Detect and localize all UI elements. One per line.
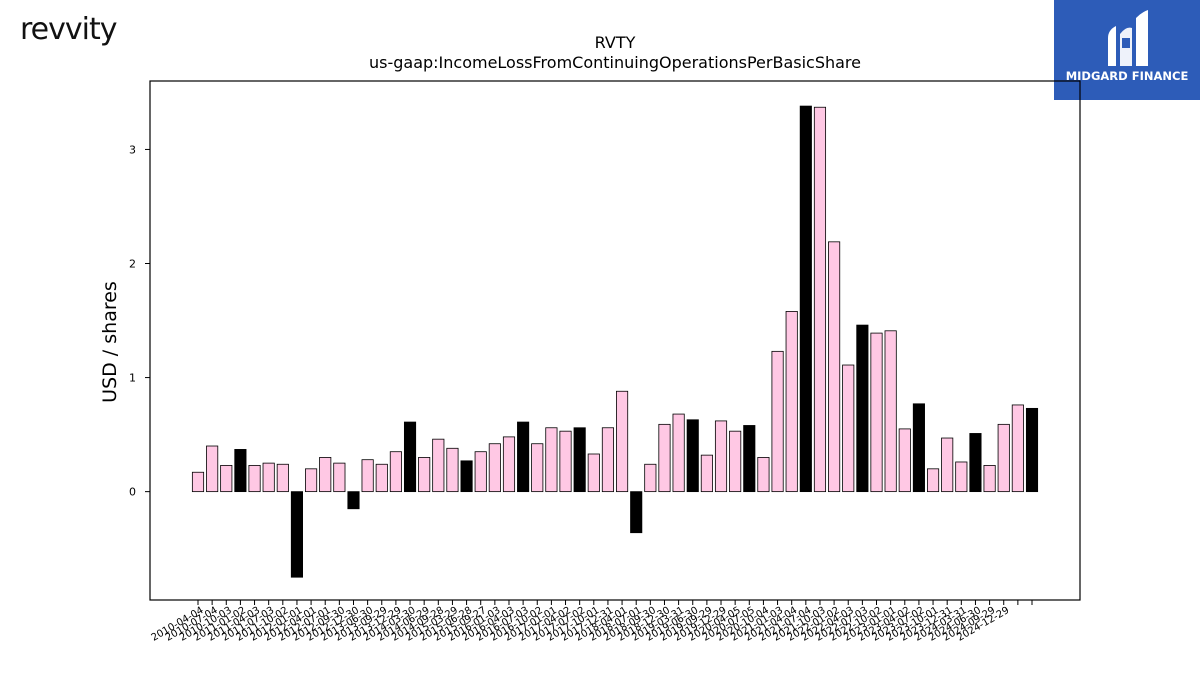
bar-2011-04-03 bbox=[248, 464, 261, 493]
bar-2016-10-02 bbox=[531, 443, 544, 493]
bar-2018-12-30 bbox=[658, 423, 671, 493]
y-axis-label: USD / shares bbox=[99, 281, 121, 403]
bar-2022-10-02 bbox=[870, 332, 883, 493]
bars-group bbox=[191, 105, 1039, 578]
revvity-logo: revvity bbox=[20, 12, 117, 47]
bar-2010-07-04 bbox=[206, 445, 219, 493]
bar-2019-03-31 bbox=[672, 413, 685, 493]
bar-2020-07-05 bbox=[743, 425, 756, 493]
bar-2023-10-01 bbox=[927, 468, 940, 493]
bar-2019-09-29 bbox=[700, 454, 713, 493]
bar-2018-07-01 bbox=[630, 491, 643, 534]
bar-2021-04-04 bbox=[785, 311, 798, 493]
bar-2012-07-01 bbox=[319, 457, 332, 493]
bar-2022-04-03 bbox=[842, 364, 855, 493]
bar-2012-04-01 bbox=[305, 468, 318, 493]
bar-2015-09-27 bbox=[474, 451, 487, 493]
bar-2019-12-29 bbox=[714, 420, 728, 493]
bar-undefined bbox=[1025, 407, 1039, 493]
bar-undefined bbox=[1011, 404, 1024, 493]
bar-2017-07-02 bbox=[573, 427, 586, 493]
bar-2017-10-01 bbox=[587, 453, 600, 493]
bar-2024-12-29 bbox=[997, 423, 1010, 493]
bar-2014-06-29 bbox=[418, 457, 431, 493]
bar-2020-10-04 bbox=[757, 457, 770, 493]
x-axis: 2010-04-042010-07-042010-10-032011-01-02… bbox=[150, 600, 1033, 644]
bar-2022-07-03 bbox=[856, 324, 869, 493]
bar-2014-09-28 bbox=[432, 438, 445, 493]
plot-frame bbox=[149, 80, 1081, 601]
bar-2013-12-29 bbox=[389, 451, 402, 493]
bar-2023-12-31 bbox=[941, 437, 954, 493]
chart-title: RVTY bbox=[595, 33, 636, 52]
y-tick-label: 3 bbox=[129, 143, 136, 156]
bar-2011-01-02 bbox=[234, 449, 247, 493]
bar-2012-12-30 bbox=[347, 491, 360, 510]
bar-2011-07-03 bbox=[262, 462, 275, 493]
bar-2020-04-05 bbox=[729, 430, 742, 493]
bar-2019-06-30 bbox=[686, 419, 699, 493]
bar-2013-09-29 bbox=[375, 463, 388, 493]
bar-2011-10-02 bbox=[276, 463, 289, 493]
midgard-logo-icon bbox=[1108, 10, 1148, 67]
bar-2014-03-30 bbox=[403, 421, 417, 493]
bar-2022-01-02 bbox=[828, 241, 841, 493]
bar-2021-10-03 bbox=[813, 106, 827, 493]
bar-2015-06-28 bbox=[460, 460, 473, 493]
midgard-logo-text: MIDGARD FINANCE bbox=[1065, 69, 1189, 83]
y-tick-label: 0 bbox=[129, 486, 136, 499]
bar-2016-01-03 bbox=[488, 443, 501, 493]
bar-2018-04-01 bbox=[616, 390, 629, 493]
chart-subtitle: us-gaap:IncomeLossFromContinuingOperatio… bbox=[369, 53, 861, 72]
bar-2017-01-01 bbox=[545, 427, 558, 493]
bar-2021-01-03 bbox=[771, 350, 784, 493]
y-tick-label: 2 bbox=[129, 258, 136, 271]
bar-2010-04-04 bbox=[191, 471, 205, 493]
bar-2024-06-30 bbox=[969, 433, 982, 493]
y-axis: 0 1 2 3 bbox=[129, 143, 150, 499]
bar-2012-09-30 bbox=[333, 462, 346, 493]
bar-2010-10-03 bbox=[220, 464, 233, 493]
bar-2016-07-03 bbox=[517, 421, 530, 493]
bar-2024-03-31 bbox=[955, 461, 968, 493]
bar-2015-03-29 bbox=[446, 447, 459, 493]
bar-2023-07-02 bbox=[912, 403, 925, 493]
bar-2012-01-01 bbox=[290, 491, 304, 578]
bar-2024-09-29 bbox=[983, 464, 996, 493]
bar-2021-07-04 bbox=[799, 105, 812, 493]
bar-2018-09-30 bbox=[644, 463, 657, 493]
midgard-finance-logo: MIDGARD FINANCE bbox=[1054, 0, 1200, 100]
bar-2023-01-01 bbox=[884, 330, 897, 493]
bar-2017-04-02 bbox=[559, 430, 572, 493]
y-tick-label: 1 bbox=[129, 372, 136, 385]
bar-2023-04-02 bbox=[898, 428, 911, 493]
bar-2017-12-31 bbox=[601, 427, 614, 493]
bar-2013-06-30 bbox=[361, 459, 374, 493]
bar-2016-04-03 bbox=[502, 436, 516, 493]
